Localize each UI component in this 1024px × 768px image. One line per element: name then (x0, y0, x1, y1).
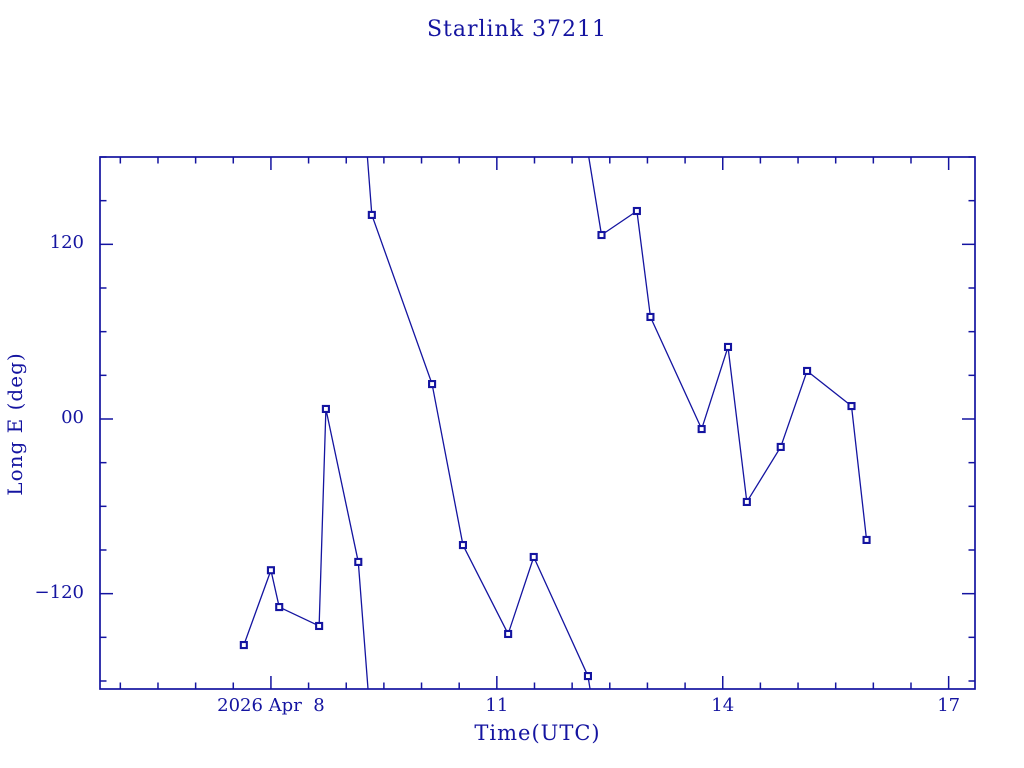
data-point-marker (697, 424, 706, 434)
y-tick-label-0: 00 (61, 406, 84, 428)
data-point-marker (847, 401, 856, 411)
data-point-marker (239, 640, 248, 650)
x-tick-label-8: 2026 Apr 8 (217, 695, 325, 716)
data-point-marker (862, 535, 871, 545)
data-point-marker (776, 442, 785, 451)
x-tick-label-17: 17 (937, 695, 961, 716)
data-point-marker (504, 629, 513, 639)
data-point-marker (597, 230, 606, 240)
data-point-marker (266, 566, 275, 575)
data-point-marker (803, 366, 812, 376)
data-point-marker (315, 621, 324, 631)
data-point-marker (321, 404, 330, 414)
data-point-marker (632, 206, 641, 216)
data-point-marker (354, 557, 363, 566)
x-tick-label-14: 14 (711, 695, 735, 716)
data-point-marker (742, 497, 751, 507)
x-axis-title: Time(UTC) (474, 721, 601, 745)
chart-title: Starlink 37211 (426, 17, 608, 42)
data-point-marker (723, 342, 733, 351)
data-point-marker (367, 210, 376, 219)
y-tick-label--120: −120 (34, 581, 84, 603)
data-point-marker (428, 380, 437, 389)
data-point-marker (275, 603, 284, 612)
data-point-marker (583, 671, 593, 681)
data-point-marker (529, 552, 538, 562)
data-point-marker (458, 540, 468, 550)
axis-frame (99, 156, 976, 690)
x-tick-label-11: 11 (485, 695, 509, 716)
y-tick-label-120: 120 (49, 232, 84, 254)
data-series-path (243, 157, 868, 689)
data-point-marker (646, 312, 655, 322)
